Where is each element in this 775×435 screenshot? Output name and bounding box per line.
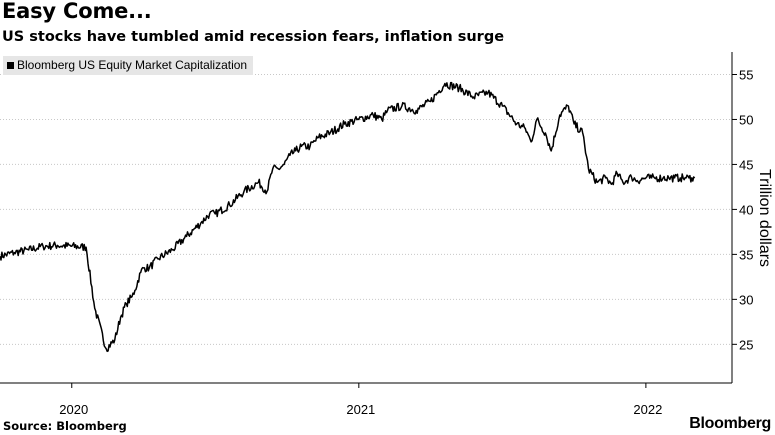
y-ticks: 25 30 35 40 45 50 55 bbox=[732, 67, 753, 352]
chart-subtitle: US stocks have tumbled amid recession fe… bbox=[2, 29, 505, 45]
y-tick-label: 25 bbox=[739, 337, 753, 352]
x-tick-label: 2020 bbox=[59, 402, 88, 417]
x-tick-label: 2022 bbox=[633, 402, 662, 417]
y-tick-label: 50 bbox=[739, 112, 753, 127]
x-tick-label: 2021 bbox=[346, 402, 375, 417]
y-tick-label: 30 bbox=[739, 292, 753, 307]
y-tick-label: 55 bbox=[739, 67, 753, 82]
x-ticks: 2020 2021 2022 bbox=[59, 383, 662, 417]
legend-label: Bloomberg US Equity Market Capitalizatio… bbox=[17, 58, 248, 72]
y-tick-label: 35 bbox=[739, 247, 753, 262]
series-line bbox=[0, 81, 696, 353]
legend-swatch bbox=[7, 62, 14, 69]
chart-title: Easy Come... bbox=[2, 0, 152, 23]
y-axis-title: Trillion dollars bbox=[756, 169, 773, 267]
y-tick-label: 45 bbox=[739, 157, 753, 172]
legend: Bloomberg US Equity Market Capitalizatio… bbox=[3, 56, 254, 75]
source-note: Source: Bloomberg bbox=[3, 419, 127, 433]
bloomberg-logo: Bloomberg bbox=[689, 415, 771, 432]
y-tick-label: 40 bbox=[739, 202, 753, 217]
gridlines bbox=[0, 73, 732, 345]
